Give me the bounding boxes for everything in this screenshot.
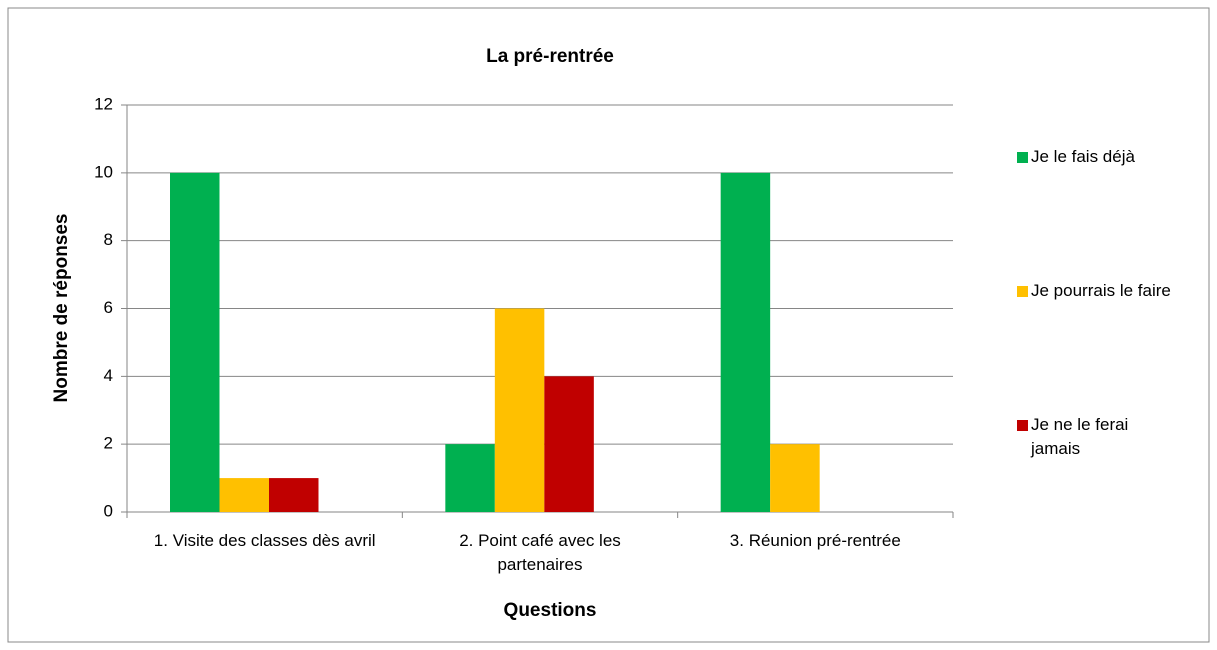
x-axis-title: Questions: [504, 600, 597, 621]
bar: [445, 444, 495, 512]
bar: [720, 172, 771, 513]
legend-swatch: [1017, 420, 1028, 431]
legend-label: Je pourrais le faire: [1031, 281, 1171, 300]
x-tick-label: 1. Visite des classes dès avril: [153, 531, 376, 550]
legend-label: Je le fais déjà: [1031, 147, 1135, 166]
y-tick-label: 6: [104, 298, 113, 317]
bar: [219, 478, 269, 512]
legend-swatch: [1017, 286, 1028, 297]
y-tick-label: 0: [104, 501, 113, 520]
y-tick-label: 8: [104, 230, 113, 249]
y-tick-label: 10: [94, 162, 113, 181]
bar: [269, 478, 319, 512]
bar: [770, 444, 820, 512]
y-tick-label: 2: [104, 434, 113, 453]
bar: [170, 172, 220, 513]
y-tick-label: 12: [94, 94, 113, 113]
y-tick-label: 4: [104, 366, 113, 385]
x-tick-label: 2. Point café avec les partenaires: [459, 531, 621, 574]
bar: [544, 376, 594, 512]
bar: [494, 308, 545, 512]
legend-label: Je ne le ferai jamais: [1031, 415, 1129, 458]
y-axis-title: Nombre de réponses: [51, 214, 72, 403]
x-tick-label: 3. Réunion pré-rentrée: [729, 531, 901, 550]
legend-swatch: [1017, 152, 1028, 163]
chart-title: La pré-rentrée: [486, 46, 614, 67]
